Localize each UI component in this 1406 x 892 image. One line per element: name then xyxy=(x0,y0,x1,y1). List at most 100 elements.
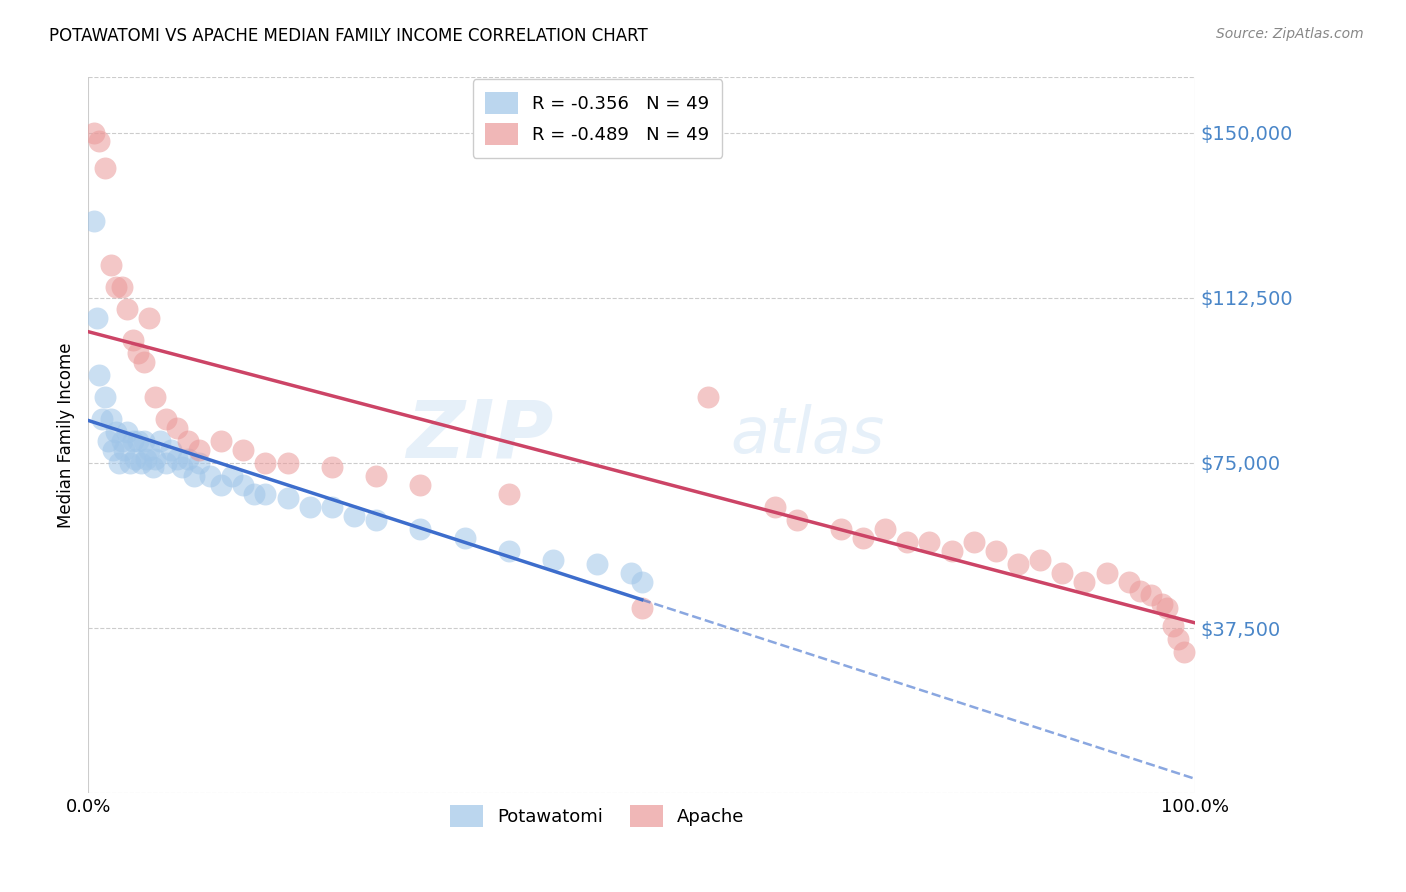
Point xyxy=(90,412,112,426)
Point xyxy=(188,442,211,457)
Point xyxy=(198,469,221,483)
Point xyxy=(138,310,160,325)
Y-axis label: Median Family Income: Median Family Income xyxy=(58,343,75,528)
Point xyxy=(409,522,432,536)
Point xyxy=(321,460,343,475)
Point xyxy=(786,513,808,527)
Point xyxy=(1095,566,1118,580)
Point xyxy=(963,535,986,549)
Point xyxy=(209,434,232,448)
Point xyxy=(94,390,117,404)
Point xyxy=(586,558,609,572)
Legend: Potawatomi, Apache: Potawatomi, Apache xyxy=(443,798,752,834)
Point xyxy=(209,478,232,492)
Point xyxy=(498,487,520,501)
Point xyxy=(1029,553,1052,567)
Point xyxy=(697,390,720,404)
Point xyxy=(97,434,120,448)
Point xyxy=(120,456,142,470)
Point xyxy=(166,451,188,466)
Text: atlas: atlas xyxy=(730,404,884,467)
Point xyxy=(1118,574,1140,589)
Point xyxy=(541,553,564,567)
Point xyxy=(366,469,388,483)
Point xyxy=(127,434,149,448)
Point xyxy=(232,478,254,492)
Point xyxy=(83,126,105,140)
Point xyxy=(115,425,138,439)
Point xyxy=(1129,583,1152,598)
Point xyxy=(155,412,177,426)
Point xyxy=(155,456,177,470)
Point xyxy=(89,368,111,382)
Point xyxy=(124,451,146,466)
Point xyxy=(149,434,172,448)
Point xyxy=(110,279,132,293)
Point xyxy=(941,544,963,558)
Point xyxy=(105,425,128,439)
Point xyxy=(101,442,124,457)
Point xyxy=(121,434,143,448)
Point xyxy=(918,535,941,549)
Point xyxy=(1052,566,1074,580)
Point xyxy=(243,487,266,501)
Point xyxy=(1173,645,1195,659)
Point xyxy=(131,456,153,470)
Point xyxy=(143,451,166,466)
Point xyxy=(620,566,643,580)
Point xyxy=(100,258,122,272)
Point xyxy=(984,544,1007,558)
Point xyxy=(105,279,128,293)
Point xyxy=(343,508,366,523)
Point xyxy=(110,434,132,448)
Point xyxy=(108,456,131,470)
Point xyxy=(852,531,875,545)
Text: ZIP: ZIP xyxy=(406,396,553,475)
Point xyxy=(89,134,111,148)
Point xyxy=(172,460,194,475)
Point xyxy=(188,456,211,470)
Point xyxy=(498,544,520,558)
Point xyxy=(453,531,475,545)
Point xyxy=(232,442,254,457)
Point xyxy=(166,420,188,434)
Point xyxy=(183,469,205,483)
Point xyxy=(221,469,243,483)
Point xyxy=(135,451,157,466)
Point xyxy=(254,487,277,501)
Point xyxy=(830,522,852,536)
Point xyxy=(100,412,122,426)
Point xyxy=(121,333,143,347)
Point xyxy=(115,301,138,316)
Point xyxy=(1150,597,1173,611)
Point xyxy=(1140,588,1163,602)
Point xyxy=(409,478,432,492)
Point xyxy=(1073,574,1095,589)
Point xyxy=(1167,632,1189,647)
Point xyxy=(1161,619,1184,633)
Point xyxy=(763,500,786,514)
Point xyxy=(1007,558,1029,572)
Point xyxy=(177,434,200,448)
Text: Source: ZipAtlas.com: Source: ZipAtlas.com xyxy=(1216,27,1364,41)
Point xyxy=(321,500,343,514)
Point xyxy=(83,213,105,227)
Point xyxy=(277,491,299,505)
Point xyxy=(138,442,160,457)
Point xyxy=(630,574,652,589)
Point xyxy=(254,456,277,470)
Point xyxy=(132,434,155,448)
Point xyxy=(896,535,918,549)
Point xyxy=(277,456,299,470)
Point xyxy=(1156,601,1178,615)
Text: POTAWATOMI VS APACHE MEDIAN FAMILY INCOME CORRELATION CHART: POTAWATOMI VS APACHE MEDIAN FAMILY INCOM… xyxy=(49,27,648,45)
Point xyxy=(94,161,117,175)
Point xyxy=(132,354,155,368)
Point xyxy=(298,500,321,514)
Point xyxy=(177,451,200,466)
Point xyxy=(143,390,166,404)
Point xyxy=(630,601,652,615)
Point xyxy=(127,346,149,360)
Point xyxy=(112,442,135,457)
Point xyxy=(366,513,388,527)
